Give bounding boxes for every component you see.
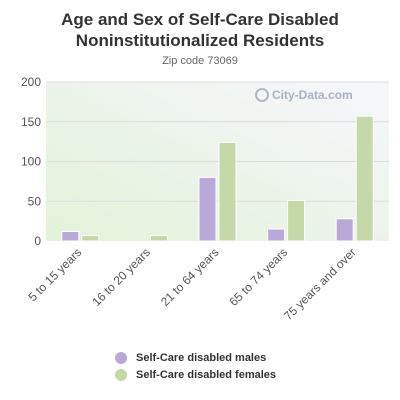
legend-item-females: Self-Care disabled females — [115, 366, 276, 383]
y-tick-label: 150 — [21, 115, 41, 129]
bar-females-4 — [355, 115, 374, 242]
legend: Self-Care disabled males Self-Care disab… — [115, 349, 276, 383]
chart-title: Age and Sex of Self-Care Disabled Nonins… — [0, 9, 400, 51]
legend-item-males: Self-Care disabled males — [115, 349, 276, 366]
watermark-text: City-Data.com — [272, 88, 353, 102]
x-tick-label: 21 to 64 years — [158, 245, 222, 309]
x-tick-label: 75 years and over — [281, 245, 359, 323]
y-tick-label: 0 — [34, 234, 41, 248]
magnifier-icon — [255, 88, 269, 102]
watermark: City-Data.com — [255, 88, 353, 102]
legend-label-males: Self-Care disabled males — [136, 351, 267, 364]
bar-females-0 — [81, 234, 100, 242]
x-tick-label: 16 to 20 years — [89, 245, 153, 309]
bar-females-2 — [218, 141, 237, 242]
legend-swatch-males — [115, 351, 127, 364]
legend-swatch-females — [115, 368, 127, 381]
legend-label-females: Self-Care disabled females — [136, 368, 277, 381]
y-tick-label: 50 — [28, 194, 42, 208]
bar-males-0 — [61, 230, 80, 242]
y-tick-label: 100 — [21, 155, 41, 169]
bar-males-3 — [267, 228, 286, 242]
chart-title-line2: Noninstitutionalized Residents — [75, 31, 325, 50]
chart-title-line1: Age and Sex of Self-Care Disabled — [61, 10, 339, 29]
x-tick-label: 65 to 74 years — [227, 245, 291, 309]
bar-males-4 — [335, 218, 354, 242]
bar-males-2 — [198, 176, 217, 242]
bar-females-3 — [287, 199, 306, 242]
x-tick-label: 5 to 15 years — [25, 245, 84, 304]
y-tick-label: 200 — [21, 75, 41, 89]
chart-subtitle: Zip code 73069 — [162, 55, 238, 67]
bar-females-1 — [149, 234, 168, 242]
